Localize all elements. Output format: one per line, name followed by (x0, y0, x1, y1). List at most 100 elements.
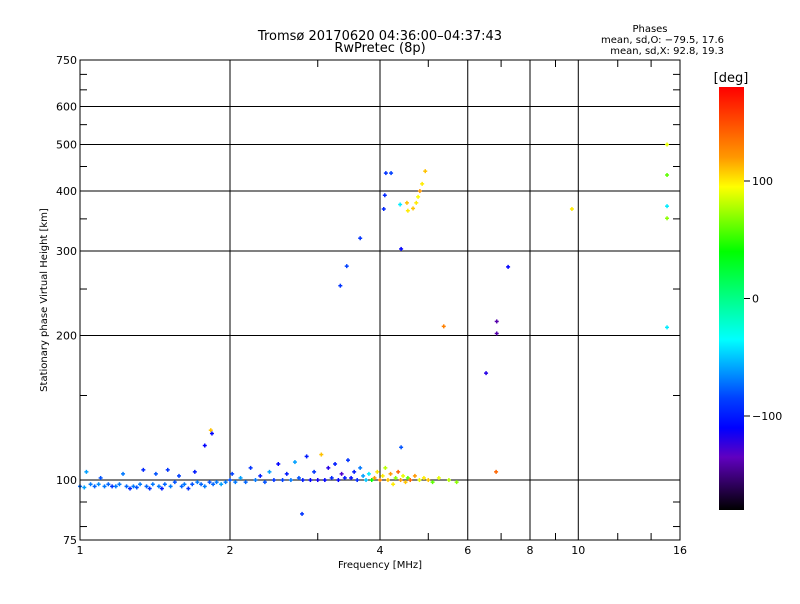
data-point (408, 478, 413, 483)
data-point (267, 469, 272, 474)
stats-o-mode: mean, sd,O: −79.5, 17.6 (601, 35, 724, 46)
data-point (84, 469, 89, 474)
data-point (319, 452, 324, 457)
data-point (190, 482, 195, 487)
colorbar-tick-label: −100 (752, 410, 782, 423)
data-point (134, 485, 139, 490)
data-point (355, 478, 360, 483)
data-point (494, 319, 499, 324)
data-point (315, 478, 320, 483)
data-point (385, 478, 390, 483)
data-point (288, 478, 293, 483)
data-points (78, 142, 670, 516)
data-point (349, 475, 354, 480)
data-point (153, 471, 158, 476)
data-point (195, 480, 200, 485)
data-point (228, 478, 232, 483)
data-point (230, 471, 235, 476)
data-point (110, 484, 115, 489)
data-point (398, 478, 403, 483)
data-point (345, 458, 350, 463)
data-point (312, 469, 317, 474)
data-point (494, 469, 499, 474)
data-point (396, 469, 401, 474)
data-point (417, 478, 422, 483)
x-tick-label: 1 (77, 544, 84, 557)
data-point (292, 460, 297, 465)
colorbar-tick-label: 100 (752, 175, 773, 188)
data-point (202, 443, 207, 448)
data-point (96, 482, 101, 487)
data-point (383, 171, 388, 176)
data-point (176, 473, 181, 478)
data-point (399, 246, 404, 251)
data-point (223, 480, 228, 485)
data-point (233, 480, 238, 485)
data-point (106, 482, 111, 487)
data-point (364, 478, 369, 483)
data-point (380, 473, 385, 478)
data-point (258, 473, 263, 478)
data-point (121, 471, 126, 476)
plot-frame (79, 59, 681, 541)
data-point (202, 484, 207, 489)
data-point (102, 484, 107, 489)
data-point (238, 475, 243, 480)
data-point (436, 475, 441, 480)
data-point (284, 471, 289, 476)
data-point (207, 480, 212, 485)
data-point (339, 471, 344, 476)
data-point (381, 206, 386, 211)
data-point (393, 475, 398, 480)
y-tick-label: 600 (56, 101, 77, 114)
x-tick-label: 16 (673, 544, 687, 557)
data-point (150, 482, 155, 487)
data-point (124, 484, 129, 489)
data-point (569, 206, 574, 211)
data-point (665, 172, 670, 177)
data-point (398, 202, 403, 207)
x-tick-label: 4 (377, 544, 384, 557)
data-point (199, 482, 204, 487)
y-tick-label: 100 (56, 474, 77, 487)
data-point (159, 486, 164, 491)
data-point (388, 471, 393, 476)
data-point (401, 473, 406, 478)
data-point (484, 371, 489, 376)
data-point (665, 142, 670, 147)
gridlines (80, 60, 680, 540)
data-point (420, 181, 425, 186)
data-point (117, 482, 122, 487)
data-point (182, 482, 187, 487)
y-tick-label: 300 (56, 245, 77, 258)
data-point (454, 480, 459, 485)
data-point (404, 200, 409, 205)
colorbar (719, 87, 744, 510)
data-point (147, 486, 152, 491)
data-point (352, 469, 357, 474)
y-tick-label: 500 (56, 139, 77, 152)
data-point (209, 431, 214, 436)
data-point (665, 204, 670, 209)
data-point (358, 236, 363, 241)
data-point (300, 478, 305, 483)
data-point (276, 461, 281, 466)
data-point (421, 475, 426, 480)
data-point (375, 469, 380, 474)
data-point (361, 473, 366, 478)
data-point (82, 485, 87, 490)
colorbar-tick-label: 0 (752, 293, 759, 306)
y-tick-label: 200 (56, 330, 77, 343)
data-point (243, 480, 248, 485)
data-point (382, 193, 387, 198)
data-point (417, 189, 422, 194)
data-point (98, 475, 103, 480)
data-point (211, 482, 216, 487)
data-point (405, 208, 410, 213)
x-tick-label: 10 (571, 544, 585, 557)
y-tick-label: 750 (56, 54, 77, 67)
data-point (336, 478, 341, 483)
data-point (172, 480, 177, 485)
data-point (179, 484, 184, 489)
data-point (344, 264, 349, 269)
